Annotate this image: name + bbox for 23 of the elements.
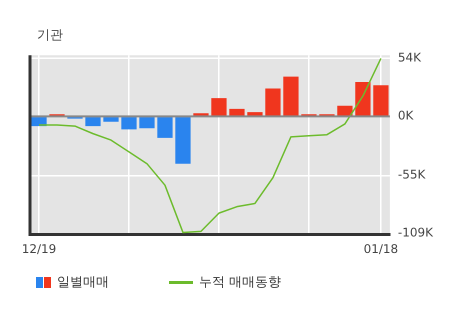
y-tick-label: 54K — [398, 50, 422, 65]
bar — [157, 117, 173, 138]
bar — [265, 88, 281, 116]
bar — [193, 113, 209, 116]
bar — [85, 117, 101, 126]
y-tick-label: -109K — [398, 226, 434, 240]
bar — [103, 117, 119, 122]
bar — [121, 117, 137, 130]
x-tick-label: 12/19 — [22, 242, 56, 256]
x-tick-label: 01/18 — [364, 242, 398, 256]
bar — [373, 85, 389, 116]
legend-label: 누적 매매동향 — [199, 274, 282, 291]
legend-label: 일별매매 — [57, 274, 109, 291]
bar — [283, 76, 299, 116]
bar — [337, 106, 353, 116]
bar — [175, 117, 191, 164]
bar — [229, 108, 245, 116]
bar — [139, 117, 155, 128]
bar — [247, 112, 263, 116]
chart-title: 기관 — [37, 27, 63, 44]
bar — [211, 98, 227, 116]
y-tick-label: -55K — [398, 168, 426, 182]
y-tick-label: 0K — [398, 108, 415, 123]
